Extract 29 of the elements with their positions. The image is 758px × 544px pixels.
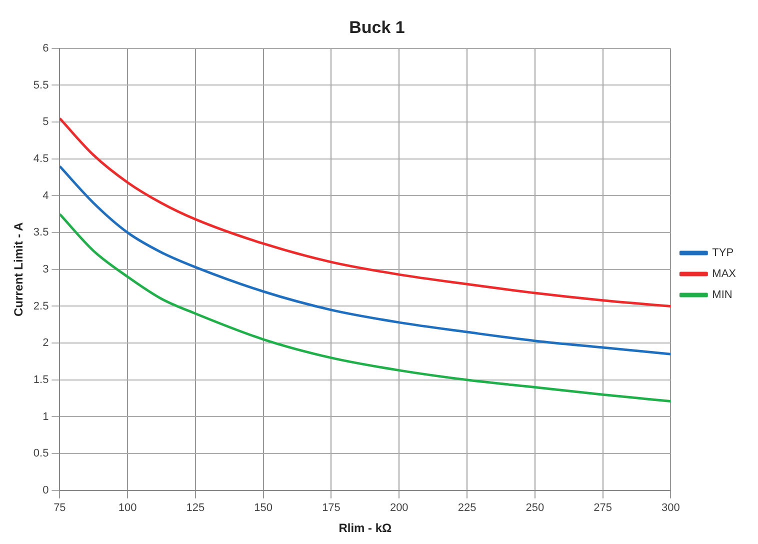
- y-tick-label: 2: [42, 337, 49, 350]
- y-tick-label: 6: [42, 42, 49, 54]
- y-tick-label: 0: [42, 484, 49, 496]
- x-tick-label: 100: [118, 502, 137, 514]
- y-axis-title: Current Limit - A: [12, 222, 26, 317]
- legend-label: MAX: [712, 268, 737, 280]
- y-tick-label: 4: [42, 190, 49, 202]
- y-tick-label: 5.5: [33, 79, 49, 92]
- y-tick-label: 1.5: [33, 374, 49, 386]
- x-axis-title: Rlim - kΩ: [338, 521, 392, 536]
- y-tick-label: 3.5: [33, 226, 49, 239]
- x-tick-label: 250: [526, 502, 544, 514]
- legend-label: TYP: [712, 247, 734, 260]
- y-tick-label: 2.5: [33, 300, 49, 312]
- x-tick-label: 125: [186, 502, 205, 514]
- x-tick-label: 300: [661, 502, 680, 514]
- x-tick-label: 225: [458, 502, 476, 514]
- y-tick-label: 5: [42, 116, 49, 128]
- x-tick-label: 175: [322, 502, 340, 514]
- y-tick-label: 4.5: [33, 152, 49, 165]
- y-tick-label: 3: [42, 263, 49, 276]
- y-tick-label: 0.5: [33, 448, 49, 460]
- x-tick-label: 75: [54, 502, 66, 514]
- x-tick-label: 150: [254, 502, 273, 514]
- x-tick-label: 200: [390, 502, 408, 514]
- legend-label: MIN: [712, 289, 732, 302]
- x-tick-label: 275: [594, 502, 612, 514]
- chart-title: Buck 1: [349, 18, 405, 37]
- y-tick-label: 1: [42, 410, 49, 423]
